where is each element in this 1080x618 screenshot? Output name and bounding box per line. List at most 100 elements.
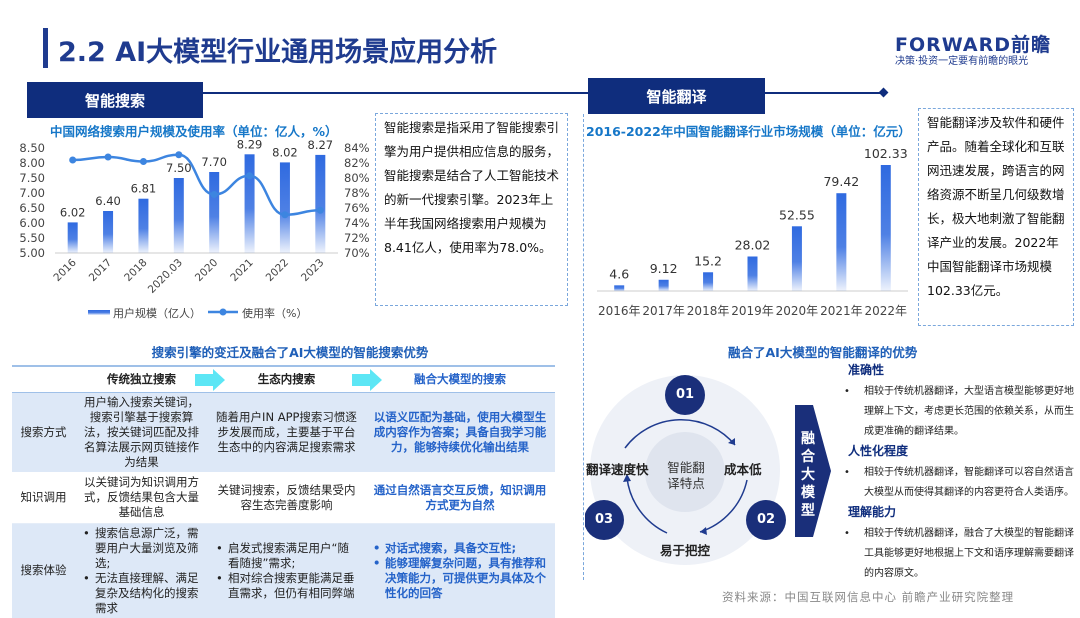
item-text: 相较于传统机器翻译，融合了大模型的智能翻译工具能够更好地根据上下文和语序理解需要… [838, 524, 1076, 584]
table-cell: 对话式搜索，具备交互性;能够理解复杂问题，具有推荐和决策能力，可提供更为具体及个… [365, 523, 555, 618]
y-tick-label: 5.00 [19, 246, 45, 260]
bar [747, 256, 758, 291]
search-description: 智能搜索是指采用了智能搜索引擎为用户提供相应信息的服务，智能搜索是结合了人工智能… [375, 113, 568, 306]
usage-rate-point [246, 172, 254, 180]
row-label: 知识调用 [20, 490, 67, 504]
inner-circle [645, 432, 725, 512]
table-header: 融合大模型的搜索 [414, 371, 506, 386]
table-header [12, 367, 75, 392]
usage-rate-line [72, 153, 321, 217]
divider-line [765, 92, 883, 94]
bar [791, 226, 802, 291]
item-heading: 准确性 [848, 363, 885, 377]
row-label: 搜索体验 [20, 563, 67, 577]
badge-02 [746, 500, 786, 540]
data-label: 15.2 [694, 253, 722, 268]
badge-02-label: 02 [756, 512, 776, 527]
legend-label: 使用率（%） [242, 306, 307, 320]
data-label: 9.12 [650, 261, 678, 276]
data-label: 52.55 [779, 207, 815, 222]
feature-controllable: 易于把控 [660, 543, 711, 558]
bar [836, 193, 847, 291]
advantages-title: 融合了AI大模型的智能翻译的优势 [728, 345, 918, 360]
bullet-item: 启发式搜索满足用户“随看随搜”需求; [214, 541, 359, 571]
cycle-arrow [626, 477, 668, 534]
bar [614, 285, 625, 291]
data-label: 28.02 [735, 237, 771, 252]
x-tick-label: 2017年 [642, 304, 685, 318]
table-header: 传统独立搜索 [107, 371, 176, 386]
y-tick-label: 7.50 [19, 171, 45, 185]
x-tick-label: 2020.03 [146, 257, 185, 296]
bar [244, 154, 255, 253]
bar [880, 165, 891, 291]
y2-tick-label: 82% [344, 156, 370, 170]
diamond-marker [878, 87, 889, 98]
table-cell: 通过自然语言交互反馈，知识调用方式更为自然 [373, 482, 547, 512]
usage-rate-point [316, 206, 324, 214]
x-tick-label: 2020 [193, 257, 220, 284]
y2-tick-label: 78% [344, 186, 370, 200]
table-cell: 关键词搜索，反馈结果受内容生态完善度影响 [217, 482, 356, 512]
data-label: 7.70 [201, 155, 227, 169]
bar [173, 178, 184, 253]
center-label: 智能翻译特点 [667, 460, 705, 491]
data-label: 8.02 [272, 145, 298, 159]
divider-line [200, 92, 590, 94]
y2-tick-label: 76% [344, 201, 370, 215]
data-label: 6.81 [131, 182, 157, 196]
bullet-item: 相对综合搜索更能满足垂直需求，但仍有相同弊端 [214, 571, 359, 601]
search-comparison-table: 传统独立搜索 生态内搜索 融合大模型的搜索 搜索方式 用户输入搜索关键词，搜索引… [12, 367, 555, 618]
y2-tick-label: 72% [344, 231, 370, 245]
table-cell: 启发式搜索满足用户“随看随搜”需求;相对综合搜索更能满足垂直需求，但仍有相同弊端 [208, 523, 365, 618]
table-header: 生态内搜索 [257, 371, 316, 386]
y-tick-label: 6.50 [19, 201, 45, 215]
x-tick-label: 2022 [264, 257, 291, 284]
data-label: 7.50 [166, 161, 192, 175]
arrow-icon [195, 369, 225, 391]
bar [138, 198, 149, 253]
feature-low-cost: 成本低 [724, 462, 762, 477]
x-tick-label: 2018 [122, 257, 149, 284]
badge-01-label: 01 [675, 387, 695, 402]
x-tick-label: 2023 [299, 257, 326, 284]
data-label: 4.6 [609, 266, 629, 281]
legend-marker [219, 308, 227, 316]
table-cell: 搜索信息源广泛，需要用户大量浏览及筛选;无法直接理解、满足复杂及结构化的搜索需求 [75, 523, 208, 618]
usage-rate-point [69, 156, 77, 164]
feature-fast: 翻译速度快 [586, 462, 649, 477]
bar [658, 279, 669, 291]
translation-description: 智能翻译涉及软件和硬件产品。随着全球化和互联网迅速发展，跨语言的网络资源不断呈几… [918, 108, 1074, 326]
y-tick-label: 8.50 [19, 141, 45, 155]
bullet-item: 能够理解复杂问题，具有推荐和决策能力，可提供更为具体及个性化的回答 [371, 556, 549, 601]
bar [703, 272, 714, 291]
x-tick-label: 2016 [51, 256, 79, 284]
title-accent-bar [43, 28, 48, 68]
bar [67, 222, 78, 253]
legend-label: 用户规模（亿人） [113, 306, 201, 320]
advantages-list: 准确性 相较于传统机器翻译，大型语言模型能够更好地理解上下文，考虑更长范围的依赖… [844, 361, 1076, 584]
source-note: 资料来源：中国互联网信息中心 前瞻产业研究院整理 [722, 590, 1015, 604]
x-tick-label: 2022年 [865, 304, 908, 318]
bullet-item: 对话式搜索，具备交互性; [371, 541, 549, 556]
usage-rate-point [175, 151, 183, 159]
cycle-diagram [585, 375, 786, 565]
y-tick-label: 8.00 [19, 156, 45, 170]
data-label: 8.27 [308, 138, 334, 152]
vertical-divider [583, 114, 584, 580]
y-tick-label: 7.00 [19, 186, 45, 200]
bullet-item: 搜索信息源广泛，需要用户大量浏览及筛选; [81, 526, 202, 571]
data-label: 79.42 [823, 174, 859, 189]
table-title: 搜索引擎的变迁及融合了AI大模型的智能搜索优势 [151, 345, 429, 360]
bar [279, 162, 290, 253]
x-tick-label: 2019年 [731, 304, 774, 318]
cycle-arrow [699, 479, 748, 533]
data-label: 8.29 [237, 137, 263, 151]
row-label: 搜索方式 [20, 424, 67, 439]
x-tick-label: 2020年 [776, 304, 819, 318]
usage-rate-point [139, 158, 147, 165]
translation-chart-title: 2016-2022年中国智能翻译行业市场规模（单位：亿元） [586, 124, 911, 139]
bar [209, 172, 220, 253]
legend-bar-swatch [88, 310, 110, 315]
usage-rate-point [281, 211, 289, 219]
